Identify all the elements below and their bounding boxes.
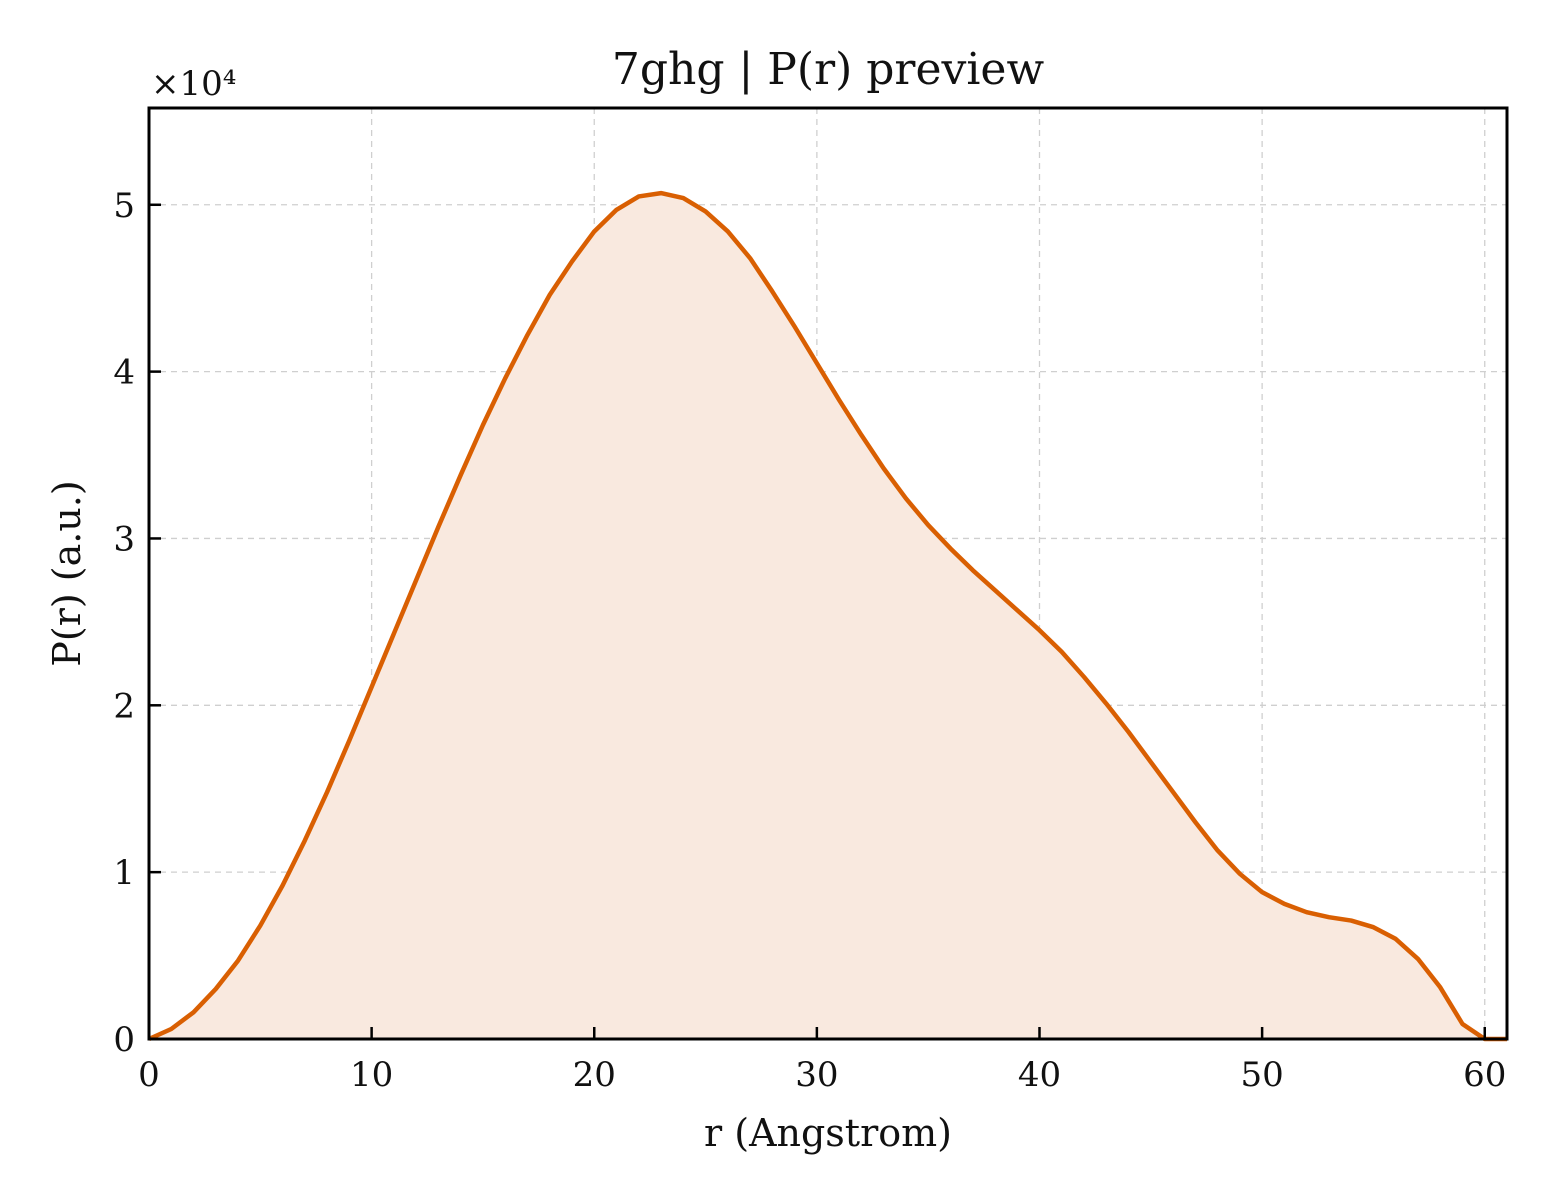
ticks: 0 10 20 30 40 50 60 0 1 2 3 4 5 [113, 186, 1506, 1095]
x-axis-label: r (Angstrom) [704, 1111, 952, 1155]
y-tick-label: 5 [113, 186, 135, 226]
y-tick-label: 2 [113, 686, 135, 726]
x-tick-label: 0 [138, 1055, 160, 1095]
y-axis-label: P(r) (a.u.) [45, 480, 89, 666]
x-tick-label: 10 [350, 1055, 393, 1095]
x-tick-label: 60 [1463, 1055, 1506, 1095]
pr-area-fill [149, 193, 1507, 1040]
chart-title: 7ghg | P(r) preview [612, 44, 1045, 95]
x-tick-label: 40 [1018, 1055, 1061, 1095]
pr-curve-line [148, 190, 1507, 1042]
x-tick-label: 30 [795, 1055, 838, 1095]
x-tick-label: 20 [573, 1055, 616, 1095]
y-tick-label: 1 [113, 853, 135, 893]
y-tick-label: 3 [113, 519, 135, 559]
y-tick-label: 0 [113, 1020, 135, 1060]
plot-frame [147, 106, 1509, 1041]
x-tick-label: 50 [1240, 1055, 1283, 1095]
y-axis-multiplier: ×10⁴ [151, 64, 236, 104]
y-tick-label: 4 [113, 353, 135, 393]
